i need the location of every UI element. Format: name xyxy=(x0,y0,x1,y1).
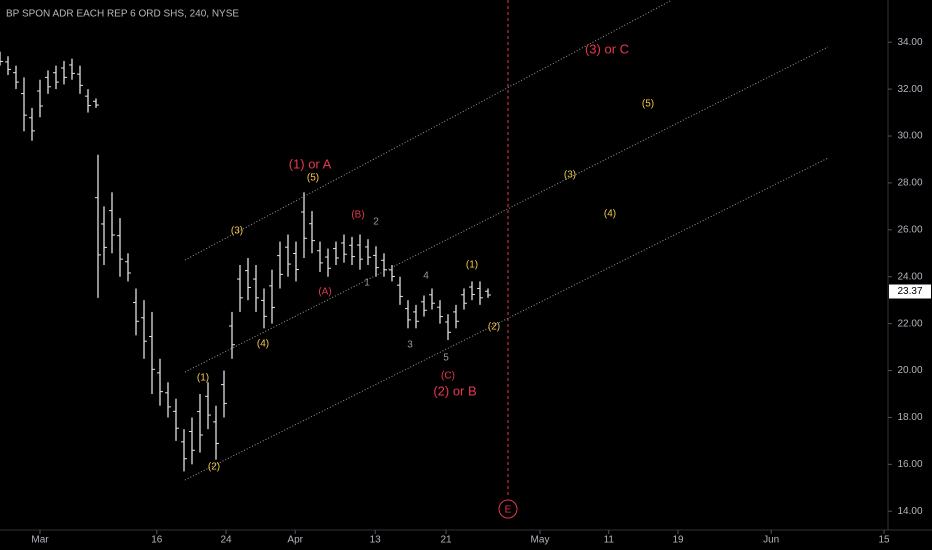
y-tick-label: 18.00 xyxy=(897,412,922,423)
x-tick-label: 16 xyxy=(151,535,163,546)
x-tick-label: 11 xyxy=(604,535,615,546)
wave-label: (B) xyxy=(351,210,364,221)
y-tick-label: 14.00 xyxy=(897,506,922,517)
wave-label: 4 xyxy=(423,271,429,282)
x-tick-label: 19 xyxy=(672,535,684,546)
event-label: E xyxy=(505,505,512,516)
wave-label: 3 xyxy=(407,340,413,351)
last-price-box xyxy=(889,284,931,299)
wave-label: (2) xyxy=(488,322,500,333)
wave-label: (1) or A xyxy=(289,156,332,171)
x-tick-label: 21 xyxy=(440,535,452,546)
x-tick-label: Mar xyxy=(31,535,49,546)
wave-label: (1) xyxy=(466,260,478,271)
wave-label: (3) xyxy=(564,170,576,181)
wave-label: 1 xyxy=(364,278,370,289)
x-tick-label: 15 xyxy=(878,535,890,546)
wave-label: (2) xyxy=(208,462,220,473)
x-tick-label: Apr xyxy=(287,535,303,546)
y-tick-label: 26.00 xyxy=(897,224,922,235)
wave-label: (2) or B xyxy=(433,383,476,398)
x-tick-label: May xyxy=(531,535,550,546)
y-tick-label: 34.00 xyxy=(897,37,922,48)
x-tick-label: Jun xyxy=(763,535,779,546)
wave-label: 2 xyxy=(373,217,379,228)
y-tick-label: 28.00 xyxy=(897,178,922,189)
y-tick-label: 20.00 xyxy=(897,365,922,376)
x-tick-label: 24 xyxy=(220,535,232,546)
last-price-label: 23.37 xyxy=(897,286,922,297)
wave-label: (A) xyxy=(318,287,331,298)
annotations: (1) or A (5) (3) (B) 2 (A) 1 (4) (1) (2)… xyxy=(197,41,654,515)
y-tick-label: 30.00 xyxy=(897,131,922,142)
channel-middle xyxy=(184,46,829,373)
wave-label: (4) xyxy=(604,209,616,220)
wave-label: (C) xyxy=(441,371,455,382)
wave-label: (1) xyxy=(197,373,209,384)
y-tick-label: 32.00 xyxy=(897,84,922,95)
wave-label: 5 xyxy=(443,353,449,364)
channel xyxy=(184,0,829,481)
wave-label: (4) xyxy=(257,339,269,350)
chart-title: BP SPON ADR EACH REP 6 ORD SHS, 240, NYS… xyxy=(6,9,239,20)
wave-label: (5) xyxy=(307,173,319,184)
y-tick-label: 16.00 xyxy=(897,459,922,470)
channel-upper xyxy=(184,0,673,261)
wave-label: (3) xyxy=(231,226,243,237)
y-tick-label: 22.00 xyxy=(897,318,922,329)
wave-label: (5) xyxy=(642,99,654,110)
bars xyxy=(0,51,491,472)
x-tick-label: 13 xyxy=(370,535,382,546)
y-tick-label: 24.00 xyxy=(897,271,922,282)
event-marker xyxy=(498,499,518,519)
wave-label: (3) or C xyxy=(585,41,629,56)
